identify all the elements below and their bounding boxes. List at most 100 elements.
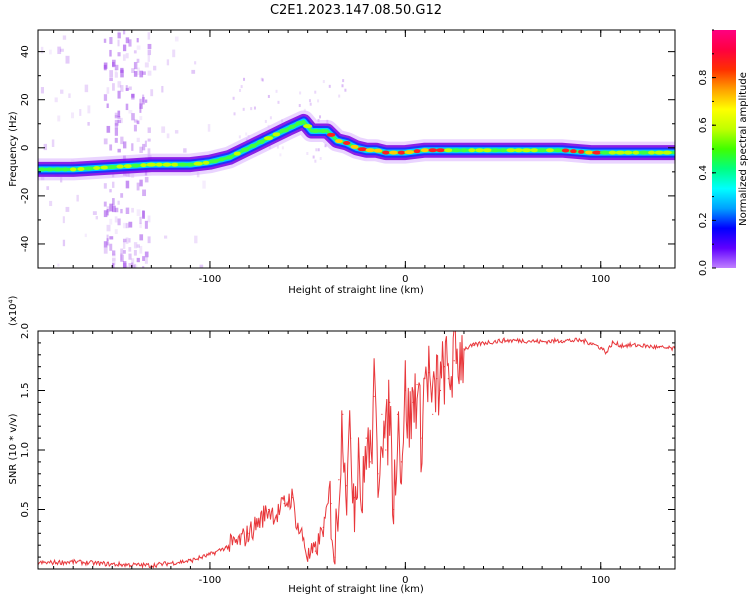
ridge-peak-blob xyxy=(303,124,312,128)
snr-data-point xyxy=(522,340,523,341)
spectrogram-noise-speck xyxy=(317,99,319,102)
spectrogram-noise-speck xyxy=(126,238,129,244)
spectrogram-noise-speck xyxy=(104,65,107,70)
spectrogram-noise-speck xyxy=(118,33,121,39)
spectrogram-noise-speck xyxy=(142,71,146,74)
snr-data-point xyxy=(454,360,455,361)
ridge-peak-blob xyxy=(460,148,467,152)
ridge-peak-blob xyxy=(554,148,561,152)
spectrogram-y-axis-label: Frequency (Hz) xyxy=(8,111,19,187)
ridge-peak-blob xyxy=(203,161,209,165)
spectrogram-noise-speck xyxy=(315,148,317,151)
spectrogram-noise-speck xyxy=(320,157,322,160)
spectrogram-panel: -100 0 100 -40 -20 0 20 40 Height of straight l… xyxy=(8,29,675,296)
spectrogram-noise-speck xyxy=(175,37,179,42)
spectrogram-noise-speck xyxy=(148,127,151,133)
ridge-peak-blob xyxy=(93,166,100,170)
spectrogram-noise-speck xyxy=(107,225,111,231)
snr-data-point xyxy=(370,461,371,462)
snr-data-point xyxy=(209,554,210,555)
ridge-peak-blob xyxy=(257,140,265,144)
ridge-peak-blob xyxy=(226,155,233,159)
spectrogram-noise-speck xyxy=(323,80,325,83)
spectrogram-noise-speck xyxy=(109,236,113,239)
snr-data-point xyxy=(366,438,367,439)
spectrogram-noise-speck xyxy=(153,66,156,71)
spectrogram-noise-speck xyxy=(313,156,315,159)
ridge-peak-blob xyxy=(335,139,343,143)
spectrogram-noise-speck xyxy=(131,94,134,98)
spectrogram-noise-speck xyxy=(277,101,279,104)
spectrogram-noise-speck xyxy=(131,208,134,213)
spectrogram-noise-speck xyxy=(148,71,152,76)
ridge-peak-blob xyxy=(609,151,616,155)
spectrogram-noise-speck xyxy=(120,85,123,92)
snr-data-point xyxy=(440,390,441,391)
spectrogram-noise-speck xyxy=(104,247,108,254)
ridge-peak-blob xyxy=(351,145,359,149)
spectrogram-noise-speck xyxy=(142,95,144,103)
spectrogram-noise-speck xyxy=(115,72,118,77)
spectrogram-noise-speck xyxy=(63,216,65,223)
spectrogram-noise-speck xyxy=(118,52,121,56)
spectrogram-noise-speck xyxy=(319,115,321,118)
ridge-peak-blob xyxy=(296,121,305,125)
spectrogram-noise-speck xyxy=(268,95,270,98)
snr-data-point xyxy=(542,341,543,342)
spectrogram-noise-speck xyxy=(126,85,128,91)
spectrogram-noise-speck xyxy=(118,218,121,225)
ridge-peak-blob xyxy=(234,152,241,156)
snr-data-point xyxy=(428,372,429,373)
spectrogram-noise-speck xyxy=(126,53,129,58)
snr-y-tick-label: 1.0 xyxy=(20,442,31,458)
spectrogram-noise-speck xyxy=(134,62,136,68)
spectrogram-noise-speck xyxy=(208,124,211,132)
spectrogram-noise-speck xyxy=(314,160,316,163)
colorbar-tick-label: 0.6 xyxy=(698,117,709,133)
snr-data-point xyxy=(561,340,562,341)
spectrogram-noise-speck xyxy=(85,234,87,237)
spectrogram-noise-speck xyxy=(128,222,132,228)
ridge-peak-blob xyxy=(444,148,452,152)
ridge-peak-blob xyxy=(178,163,188,167)
spectrogram-noise-speck xyxy=(137,59,140,63)
spectrogram-noise-speck xyxy=(128,87,131,90)
spectrogram-noise-speck xyxy=(194,236,197,244)
ridge-peak-blob xyxy=(537,148,546,152)
spectrogram-x-axis-label: Height of straight line (km) xyxy=(288,285,424,296)
spectrogram-noise-speck xyxy=(250,107,252,110)
snr-y-tick-label: 1.5 xyxy=(20,383,31,399)
ridge-peak-blob xyxy=(428,148,436,152)
spectrogram-noise-speck xyxy=(145,141,147,147)
spectrogram-noise-speck xyxy=(309,99,311,102)
spectrogram-noise-speck xyxy=(202,181,205,189)
spectrogram-noise-speck xyxy=(68,93,70,98)
spectrogram-y-tick-label: 20 xyxy=(20,93,31,106)
ridge-peak-blob xyxy=(140,163,146,167)
snr-y-tick-label: 2.0 xyxy=(20,323,31,339)
snr-data-point xyxy=(639,345,640,346)
ridge-peak-blob xyxy=(585,150,593,154)
ridge-peak-blob xyxy=(546,148,554,152)
spectrogram-noise-speck xyxy=(109,189,111,192)
spectrogram-noise-speck xyxy=(128,110,132,113)
spectrogram-noise-speck xyxy=(142,266,144,271)
spectrogram-noise-speck xyxy=(314,91,316,94)
snr-data-point xyxy=(303,539,304,540)
spectrogram-noise-speck xyxy=(55,97,58,102)
snr-data-point xyxy=(362,509,363,510)
spectrogram-noise-speck xyxy=(93,211,97,215)
snr-data-point xyxy=(483,342,484,343)
spectrogram-noise-speck xyxy=(254,107,256,110)
spectrogram-noise-speck xyxy=(57,264,59,267)
snr-y-tick-label: 0.5 xyxy=(20,502,31,518)
spectrogram-noise-speck xyxy=(57,115,60,121)
ridge-peak-blob xyxy=(171,163,178,167)
spectrogram-noise-speck xyxy=(120,70,124,78)
snr-data-point xyxy=(381,414,382,415)
spectrogram-noise-speck xyxy=(112,258,116,265)
spectrogram-noise-speck xyxy=(142,256,145,261)
spectrogram-noise-speck xyxy=(137,209,141,216)
